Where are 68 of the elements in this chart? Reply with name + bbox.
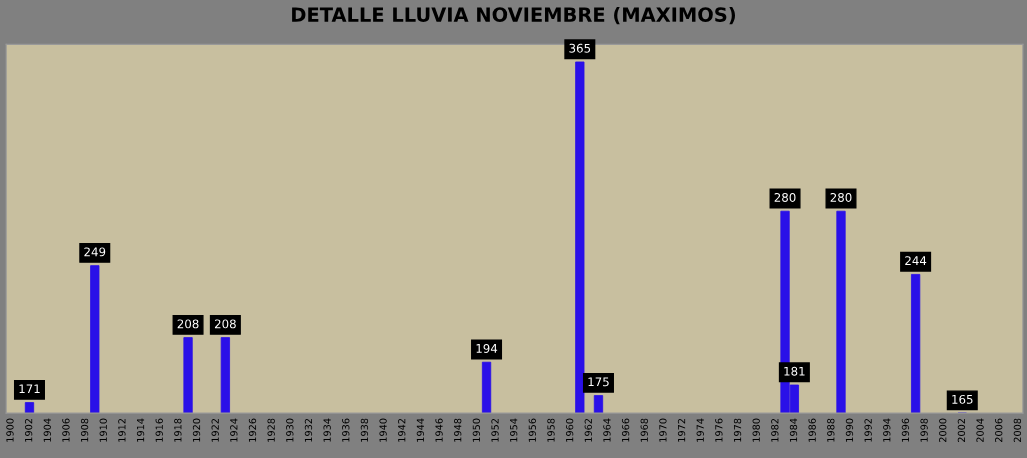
data-label: 194 [476,343,498,353]
x-tick-label: 1958 [547,418,555,442]
x-tick-label: 1988 [827,418,835,442]
x-tick-label: 1920 [192,418,201,442]
x-tick-label: 1978 [733,418,742,442]
x-tick-label: 1960 [565,418,574,442]
data-label: 208 [214,319,236,329]
data-label: 208 [177,319,199,329]
x-tick-label: 1916 [155,418,163,442]
x-tick-label: 1982 [771,418,779,442]
x-tick-label: 1906 [62,418,70,442]
x-tick-label: 1926 [248,418,257,442]
x-tick-label: 1930 [286,418,294,442]
x-tick-label: 1918 [174,418,182,442]
x-tick-label: 1942 [398,418,406,442]
x-tick-label: 1900 [6,418,14,442]
x-tick-label: 1934 [323,418,331,442]
data-label: 365 [569,43,591,53]
x-tick-label: 1908 [80,418,89,442]
x-tick-label: 1952 [491,418,499,442]
x-tick-label: 1996 [901,418,910,442]
x-tick-label: 1902 [24,418,33,442]
x-tick-label: 2008 [1013,418,1022,443]
x-tick-label: 1914 [136,418,145,442]
data-label: 175 [588,377,609,387]
x-tick-label: 1928 [267,418,275,442]
x-tick-label: 1940 [379,418,387,442]
x-tick-label: 1936 [342,418,350,442]
x-tick-label: 1910 [99,418,107,442]
x-tick-label: 1944 [416,418,425,442]
x-tick-label: 1924 [230,418,238,442]
x-tick-label: 1990 [845,418,854,442]
x-tick-label: 1956 [528,418,536,442]
x-tick-label: 1974 [696,418,704,442]
x-tick-label: 2004 [976,418,984,443]
x-tick-label: 1946 [435,418,443,442]
x-tick-label: 1992 [864,418,872,442]
x-tick-label: 1922 [211,418,219,442]
x-tick-label: 2002 [957,418,966,443]
data-label: 244 [905,256,927,265]
x-tick-label: 1984 [789,418,798,442]
x-tick-label: 1972 [677,418,686,442]
x-tick-label: 2000 [939,418,947,443]
x-tick-label: 1998 [920,418,928,442]
x-tick-label: 1954 [509,418,518,442]
x-tick-label: 1980 [752,418,760,442]
data-label: 280 [830,192,852,202]
data-label: 165 [952,394,973,404]
x-tick-label: 1904 [43,418,51,442]
x-tick-label: 1932 [304,418,313,442]
x-tick-label: 1912 [118,418,126,442]
x-tick-label: 1950 [472,418,481,442]
x-tick-label: 1964 [603,418,611,442]
data-label: 181 [784,366,805,376]
x-tick-label: 1938 [360,418,369,442]
data-label: 171 [19,384,40,394]
chart-title: DETALLE LLUVIA NOVIEMBRE (MAXIMOS) [292,6,736,25]
x-tick-label: 1968 [640,418,648,442]
x-tick-label: 1970 [659,418,667,442]
data-label: 249 [84,247,106,257]
data-label: 280 [774,192,796,202]
x-tick-label: 1976 [715,418,723,442]
x-tick-label: 1966 [621,418,630,442]
x-tick-label: 1962 [584,418,592,442]
x-tick-label: 2006 [995,418,1003,443]
x-tick-label: 1994 [883,418,891,442]
x-tick-label: 1986 [808,418,816,442]
x-tick-label: 1948 [454,418,462,442]
